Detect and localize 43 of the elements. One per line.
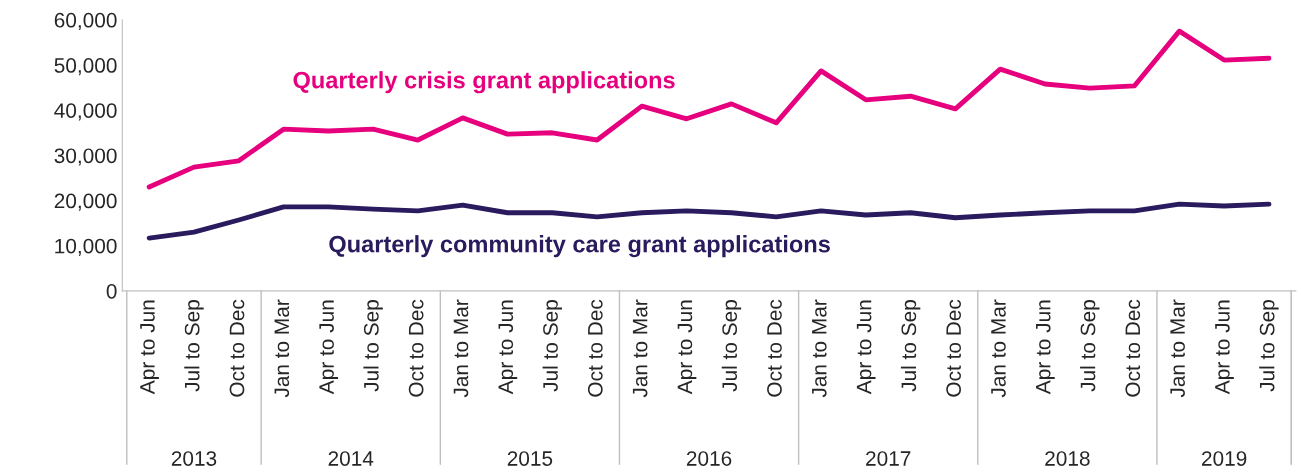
x-tick-label: Apr to Jun (140, 300, 159, 395)
x-tick-label: Jul to Sep (721, 300, 742, 392)
x-tick-label: Oct to Dec (1125, 299, 1141, 397)
x-tick-label: Oct to Dec (408, 299, 424, 397)
x-tick-label: Oct to Dec (229, 299, 245, 397)
text: 2014 (328, 451, 374, 466)
text: 2018 (1045, 451, 1090, 466)
x-tick-label: Apr to Jun (856, 300, 876, 395)
x-tick-label: Jan to Mar (1170, 299, 1185, 398)
x-tick-label: Oct to Dec (587, 299, 603, 397)
x-tick-label: Jan to Mar (991, 299, 1006, 398)
text: 2016 (686, 451, 732, 466)
x-tick-label: Jan to Mar (812, 299, 827, 398)
y-tick-label: 20,000 (54, 193, 117, 211)
x-tick-label: Jan to Mar (453, 299, 469, 398)
line-series (146, 28, 1272, 190)
y-tick-label: 30,000 (54, 148, 117, 166)
y-tick-label: 50,000 (54, 58, 117, 76)
y-tick-label: 40,000 (54, 103, 117, 121)
x-tick-label: Oct to Dec (767, 299, 782, 397)
series-label: Quarterly crisis grant applications (293, 71, 675, 94)
x-tick-label: Apr to Jun (319, 300, 339, 395)
series-label: Quarterly community care grant applications (329, 235, 830, 258)
x-tick-label: Jul to Sep (542, 300, 562, 392)
x-tick-label: Jan to Mar (632, 299, 648, 398)
y-tick-label: 10,000 (55, 238, 117, 256)
x-tick-label: Jul to Sep (184, 300, 204, 392)
text: 2017 (866, 451, 911, 466)
y-tick-label: 60,000 (54, 12, 117, 31)
x-tick-label: Jan to Mar (274, 299, 290, 398)
x-tick-label: Jul to Sep (1259, 300, 1279, 392)
text: 2019 (1202, 451, 1247, 466)
text: 2013 (171, 451, 217, 466)
x-tick-label: Jul to Sep (1080, 300, 1100, 392)
x-tick-label: Jul to Sep (363, 300, 383, 392)
x-tick-label: Apr to Jun (677, 300, 697, 395)
x-tick-label: Oct to Dec (946, 299, 961, 397)
x-tick-label: Apr to Jun (498, 300, 518, 395)
x-tick-label: Apr to Jun (1215, 300, 1234, 395)
text: 2015 (507, 451, 553, 466)
x-tick-label: Apr to Jun (1036, 300, 1055, 395)
y-tick-label: 0 (106, 283, 117, 299)
x-tick-label: Jul to Sep (900, 300, 921, 392)
